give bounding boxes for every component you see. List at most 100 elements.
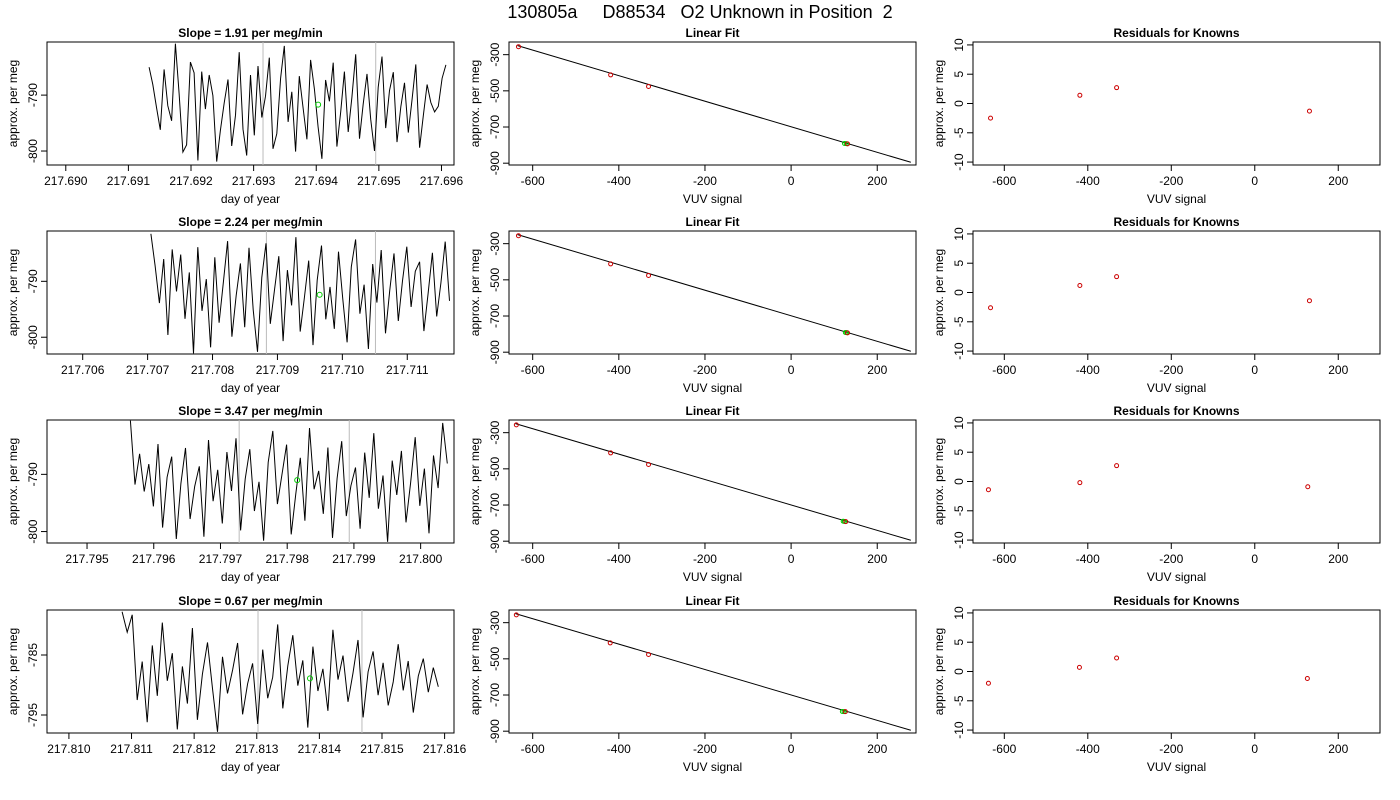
r2-residuals-y-tick-label: 5 <box>952 260 966 267</box>
r1-timeseries-x-tick-label: 217.695 <box>357 174 401 188</box>
r3-timeseries-x-tick-label: 217.796 <box>132 552 176 566</box>
r3-linear-fit-x-axis-label: VUV signal <box>683 570 742 584</box>
r2-linear-fit-x-axis-label: VUV signal <box>683 381 742 395</box>
r3-linear-fit-known-point <box>843 519 849 525</box>
r2-linear-fit-known-point <box>608 261 614 267</box>
r4-timeseries-x-tick-label: 217.815 <box>360 742 404 756</box>
r3-linear-fit-known-point <box>646 461 652 467</box>
r2-linear-fit-y-tick-label: -900 <box>488 340 502 364</box>
r1-linear-fit-x-tick-label: 200 <box>867 174 887 188</box>
r2-timeseries-x-tick-label: 217.709 <box>256 363 300 377</box>
r3-timeseries-x-tick-label: 217.799 <box>332 552 376 566</box>
r3-timeseries-x-tick-label: 217.800 <box>399 552 443 566</box>
r4-linear-fit-known-point <box>646 651 652 657</box>
r2-linear-fit-known-point <box>515 233 521 239</box>
r3-linear-fit-y-tick-label: -300 <box>488 420 502 444</box>
r4-residuals-y-tick-label: 10 <box>952 606 966 620</box>
r1-linear-fit-known-point <box>608 72 614 78</box>
r1-residuals-x-tick-label: -200 <box>1159 174 1183 188</box>
r2-linear-fit-y-tick-label: -300 <box>488 231 502 255</box>
r2-linear-fit-x-tick-label: -400 <box>607 363 631 377</box>
r3-timeseries-title: Slope = 3.47 per meg/min <box>178 404 322 418</box>
r4-residuals-x-axis-label: VUV signal <box>1147 760 1206 774</box>
r4-linear-fit-unknown-point <box>839 708 845 714</box>
r3-linear-fit-x-tick-label: 200 <box>867 552 887 566</box>
r3-residuals-x-tick-label: -200 <box>1159 552 1183 566</box>
r4-residuals-x-tick-label: 200 <box>1328 742 1348 756</box>
r4-linear-fit-title: Linear Fit <box>685 594 739 608</box>
r2-timeseries-unknown-point <box>316 291 323 298</box>
r2-timeseries-x-tick-label: 217.710 <box>321 363 365 377</box>
r4-linear-fit-known-point <box>607 640 613 646</box>
r4-residuals-y-tick-label: 5 <box>952 639 966 646</box>
r1-linear-fit-x-tick-label: -600 <box>521 174 545 188</box>
r1-linear-fit-known-point <box>646 83 652 89</box>
r4-linear-fit-x-tick-label: -400 <box>607 742 631 756</box>
r4-timeseries-x-tick-label: 217.811 <box>110 742 153 756</box>
r2-residuals-x-tick-label: 200 <box>1328 363 1348 377</box>
r1-linear-fit-title: Linear Fit <box>685 26 739 40</box>
r2-residuals-y-tick-label: 10 <box>952 227 966 241</box>
r1-timeseries-x-tick-label: 217.693 <box>232 174 276 188</box>
r4-linear-fit-y-tick-label: -300 <box>488 610 502 634</box>
r3-residuals-known-point <box>985 487 991 493</box>
r3-residuals-y-tick-label: 10 <box>952 416 966 430</box>
r1-timeseries-y-tick-label: -790 <box>26 83 40 107</box>
r4-residuals-x-tick-label: -200 <box>1159 742 1183 756</box>
r2-timeseries-x-axis-label: day of year <box>221 381 280 395</box>
r2-residuals-known-point <box>1077 282 1083 288</box>
r4-linear-fit-frame <box>508 609 917 734</box>
r3-timeseries-x-axis-label: day of year <box>221 570 280 584</box>
r1-linear-fit-frame <box>508 41 917 166</box>
r4-timeseries-x-tick-label: 217.816 <box>423 742 467 756</box>
r4-linear-fit-y-tick-label: -900 <box>488 719 502 743</box>
r2-linear-fit-fit-line <box>517 234 911 352</box>
r1-linear-fit-x-tick-label: -400 <box>607 174 631 188</box>
r3-linear-fit-y-axis-label: approx. per meg <box>468 438 482 525</box>
r2-timeseries-title: Slope = 2.24 per meg/min <box>178 215 322 229</box>
r3-timeseries-trace <box>129 420 448 542</box>
r4-residuals-y-tick-label: -5 <box>952 695 966 706</box>
r2-timeseries-y-axis-label: approx. per meg <box>6 249 20 336</box>
r1-timeseries-x-tick-label: 217.696 <box>420 174 464 188</box>
r1-residuals-y-axis-label: approx. per meg <box>932 60 946 147</box>
r1-residuals-title: Residuals for Knowns <box>1113 26 1239 40</box>
r4-timeseries-trace <box>121 611 439 732</box>
r2-linear-fit-known-point <box>845 330 851 336</box>
r3-residuals-x-axis-label: VUV signal <box>1147 570 1206 584</box>
r3-timeseries-x-tick-label: 217.797 <box>199 552 243 566</box>
r1-residuals-known-point <box>1306 108 1312 114</box>
r4-timeseries-x-axis-label: day of year <box>221 760 280 774</box>
r4-timeseries-y-tick-label: -795 <box>26 703 40 727</box>
r1-linear-fit-fit-line <box>517 45 911 163</box>
r1-residuals-x-tick-label: 200 <box>1328 174 1348 188</box>
r4-linear-fit-x-tick-label: -200 <box>693 742 717 756</box>
r2-residuals-title: Residuals for Knowns <box>1113 215 1239 229</box>
r1-residuals-y-tick-label: 10 <box>952 38 966 52</box>
r2-residuals-frame <box>972 230 1381 355</box>
r1-residuals-y-tick-label: 0 <box>952 100 966 107</box>
r1-linear-fit-x-axis-label: VUV signal <box>683 192 742 206</box>
r3-residuals-known-point <box>1114 463 1120 469</box>
r1-linear-fit-y-tick-label: -700 <box>488 115 502 139</box>
r4-linear-fit-y-axis-label: approx. per meg <box>468 628 482 715</box>
r4-residuals-known-point <box>1076 664 1082 670</box>
r3-timeseries-y-axis-label: approx. per meg <box>6 438 20 525</box>
r2-residuals-x-tick-label: -400 <box>1076 363 1100 377</box>
r2-linear-fit-known-point <box>646 272 652 278</box>
r1-timeseries-x-tick-label: 217.694 <box>295 174 339 188</box>
r2-residuals-y-axis-label: approx. per meg <box>932 249 946 336</box>
r4-linear-fit-x-tick-label: 0 <box>788 742 795 756</box>
r4-timeseries-y-tick-label: -785 <box>26 643 40 667</box>
r2-timeseries-y-tick-label: -790 <box>26 269 40 293</box>
r4-timeseries-frame <box>46 609 455 734</box>
r3-linear-fit-y-tick-label: -900 <box>488 529 502 553</box>
r3-residuals-y-axis-label: approx. per meg <box>932 438 946 525</box>
r4-timeseries-y-axis-label: approx. per meg <box>6 628 20 715</box>
r3-linear-fit-fit-line <box>515 423 911 541</box>
r4-residuals-x-tick-label: 0 <box>1251 742 1258 756</box>
r2-residuals-known-point <box>988 305 994 311</box>
r3-residuals-y-tick-label: -5 <box>952 505 966 516</box>
r4-residuals-y-tick-label: 0 <box>952 668 966 675</box>
